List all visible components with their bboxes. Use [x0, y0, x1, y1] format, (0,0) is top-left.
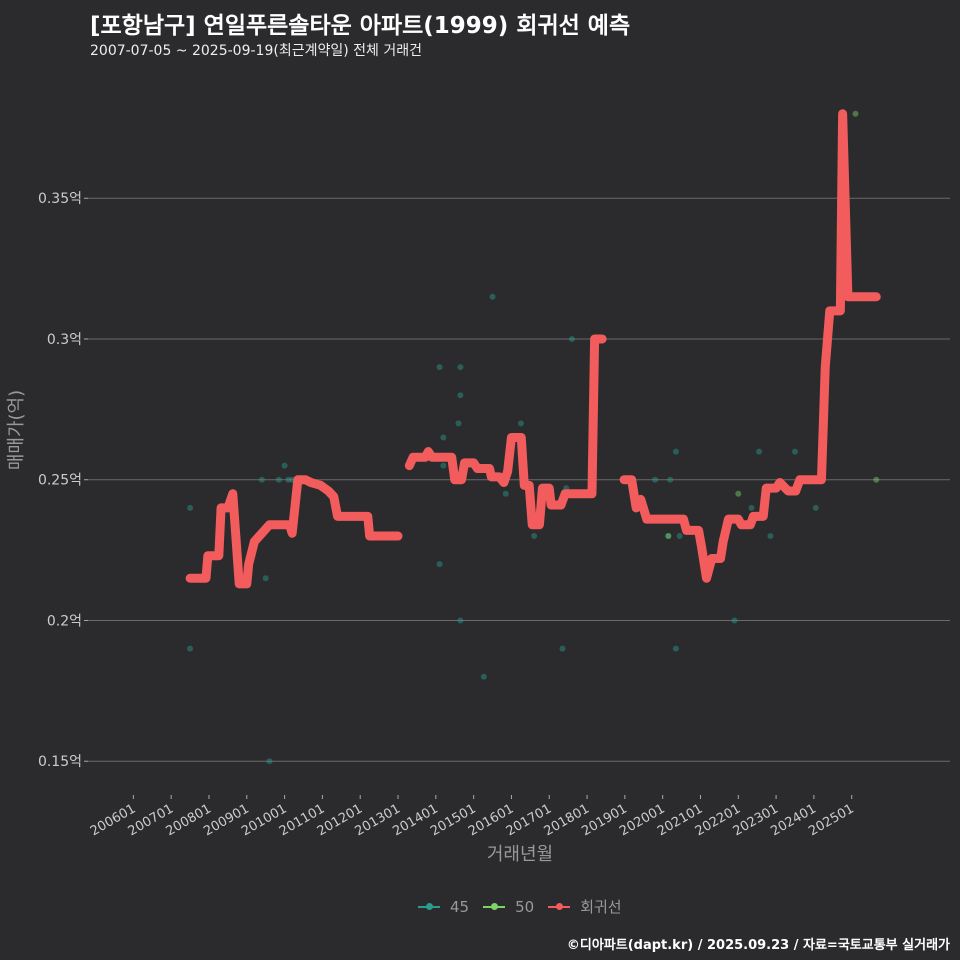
regression-line	[404, 334, 607, 530]
data-point-45	[672, 645, 679, 652]
data-point-45	[436, 364, 443, 371]
data-point-45	[531, 533, 538, 540]
data-point-45	[457, 617, 464, 624]
chart-legend: 45 50 회귀선	[418, 896, 622, 917]
data-point-45	[756, 448, 763, 455]
data-point-45	[480, 673, 487, 680]
data-point-45	[266, 758, 273, 765]
data-point-45	[652, 476, 659, 483]
data-point-45	[440, 462, 447, 469]
regression-line	[185, 475, 403, 589]
data-point-45	[281, 462, 288, 469]
data-point-45	[457, 364, 464, 371]
data-point-45	[187, 645, 194, 652]
data-point-45	[455, 420, 462, 427]
legend-label-regression: 회귀선	[580, 898, 622, 916]
data-point-50	[665, 533, 672, 540]
legend-item-45: 45	[418, 898, 469, 916]
data-point-50	[873, 476, 880, 483]
data-point-50	[852, 110, 859, 117]
data-point-45	[767, 533, 774, 540]
data-point-45	[672, 448, 679, 455]
data-point-45	[285, 476, 292, 483]
legend-swatch-50	[483, 902, 506, 910]
data-point-45	[676, 533, 683, 540]
data-point-45	[262, 575, 269, 582]
legend-label-45: 45	[450, 897, 470, 916]
data-point-45	[748, 504, 755, 511]
data-point-45	[258, 476, 265, 483]
y-axis-label: 매매가(억)	[6, 390, 27, 470]
data-point-45	[502, 490, 509, 497]
data-point-45	[731, 617, 738, 624]
data-point-45	[568, 335, 575, 342]
regression-line	[619, 109, 881, 583]
data-point-45	[436, 561, 443, 568]
data-point-45	[517, 420, 524, 427]
data-point-45	[275, 476, 282, 483]
y-tick-label: 0.35억	[38, 191, 82, 207]
data-point-45	[187, 504, 194, 511]
chart-title: [포항남구] 연일푸른솔타운 아파트(1999) 회귀선 예측	[90, 13, 631, 39]
legend-swatch-regression	[548, 902, 571, 910]
y-tick-label: 0.25억	[38, 473, 82, 489]
x-axis-label: 거래년월	[487, 844, 553, 865]
legend-item-50: 50	[483, 898, 534, 916]
data-point-45	[791, 448, 798, 455]
y-tick-label: 0.3억	[47, 332, 82, 348]
y-tick-label: 0.2억	[47, 613, 82, 629]
legend-item-regression: 회귀선	[548, 896, 622, 917]
data-point-50	[735, 490, 742, 497]
source-credit: ©디아파트(dapt.kr) / 2025.09.23 / 자료=국토교통부 실…	[566, 938, 950, 953]
data-point-45	[489, 293, 496, 300]
data-point-45	[812, 504, 819, 511]
chart-subtitle: 2007-07-05 ~ 2025-09-19(최근계약일) 전체 거래건	[90, 43, 422, 59]
data-point-45	[457, 392, 464, 399]
y-tick-label: 0.15억	[38, 754, 82, 770]
data-point-45	[667, 476, 674, 483]
legend-label-50: 50	[515, 897, 535, 916]
data-point-45	[559, 645, 566, 652]
data-point-45	[665, 533, 672, 540]
data-point-45	[440, 434, 447, 441]
legend-swatch-45	[418, 902, 440, 910]
